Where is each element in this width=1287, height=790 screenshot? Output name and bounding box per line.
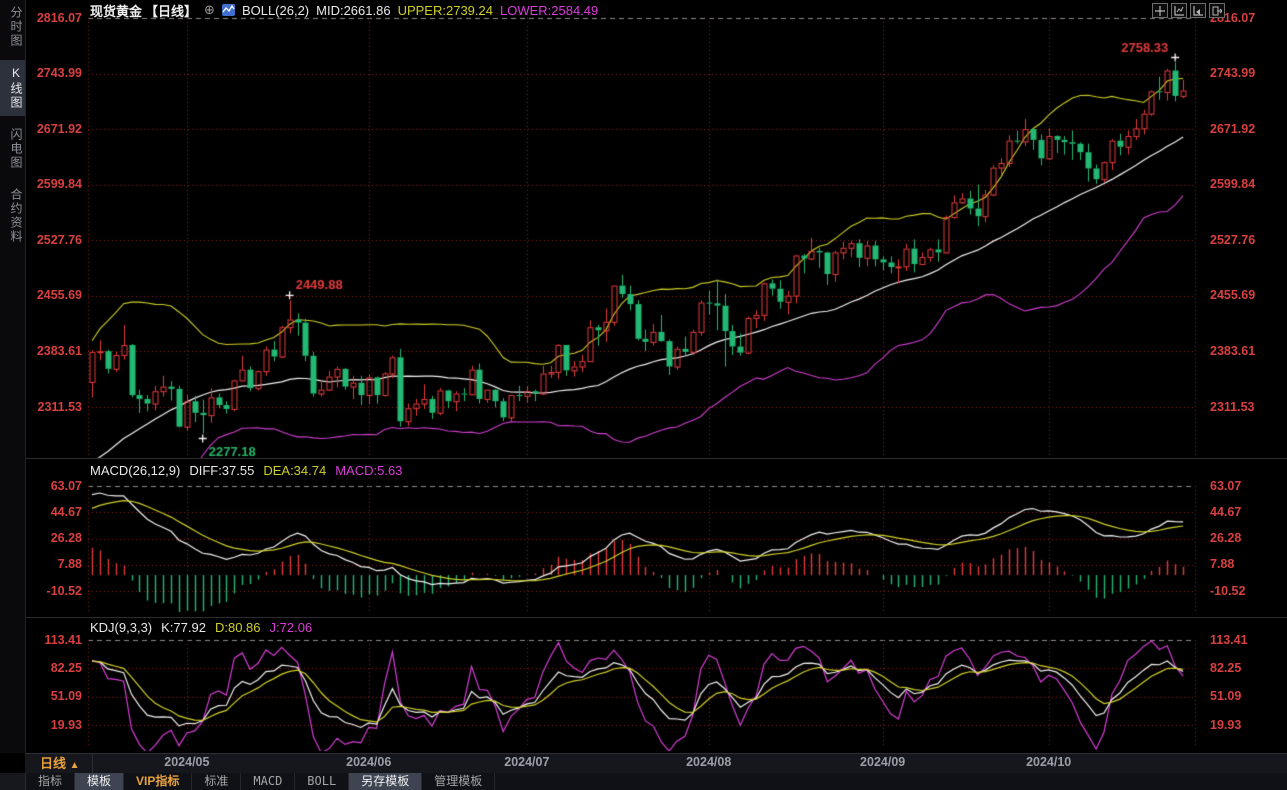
price-label: 2455.69 bbox=[36, 288, 82, 302]
kdj-axis-label: 51.09 bbox=[1210, 689, 1242, 703]
boll-label: BOLL(26,2) bbox=[241, 2, 310, 18]
macd-axis-label: 26.28 bbox=[50, 531, 82, 545]
left-sidebar: 分时图 K线图 闪电图 合约资料 bbox=[0, 0, 26, 753]
instrument-title: 现货黄金 bbox=[90, 3, 143, 19]
boll-chart-icon bbox=[221, 4, 235, 16]
exit-chart-icon[interactable] bbox=[1209, 3, 1225, 18]
chart-toolbar bbox=[1152, 3, 1225, 18]
macd-header: MACD(26,12,9) DIFF:37.55 DEA:34.74 MACD:… bbox=[90, 463, 402, 478]
sidebar-item-timeshare[interactable]: 分时图 bbox=[9, 6, 23, 48]
macd-label: MACD(26,12,9) bbox=[90, 463, 181, 478]
playback-icon[interactable] bbox=[1190, 3, 1206, 18]
period-label: 【日线】 bbox=[145, 3, 198, 19]
kdj-header: KDJ(9,3,3) K:77.92 D:80.86 J:72.06 bbox=[90, 620, 312, 635]
macd-axis-label: -10.52 bbox=[46, 584, 82, 598]
price-label: 2311.53 bbox=[37, 400, 83, 414]
price-label: 2743.99 bbox=[1210, 66, 1256, 80]
panel-divider bbox=[0, 458, 1287, 459]
sidebar-item-contract-info[interactable]: 合约资料 bbox=[9, 188, 23, 244]
kdj-j-value: J:72.06 bbox=[269, 620, 313, 635]
kdj-axis-label: 113.41 bbox=[44, 633, 82, 647]
indicator-settings-icon[interactable]: ⊕ bbox=[204, 2, 215, 17]
price-label: 2383.61 bbox=[36, 344, 82, 358]
chart-header: 现货黄金 【日线】 ⊕ BOLL(26,2) MID:2661.86 UPPER… bbox=[90, 2, 599, 19]
macd-value: MACD:5.63 bbox=[335, 463, 403, 478]
chart-canvas[interactable] bbox=[0, 0, 1287, 753]
kdj-axis-label: 113.41 bbox=[1210, 633, 1248, 647]
price-label: 2599.84 bbox=[36, 177, 82, 191]
macd-axis-label: 7.88 bbox=[1210, 557, 1235, 571]
tab-manage-templates[interactable]: 管理模板 bbox=[422, 773, 496, 790]
price-label: 2383.61 bbox=[1210, 344, 1256, 358]
kdj-d-value: D:80.86 bbox=[214, 620, 261, 635]
boll-mid-value: MID:2661.86 bbox=[316, 2, 391, 18]
tab-vip-indicators[interactable]: VIP指标 bbox=[124, 773, 193, 790]
tab-templates[interactable]: 模板 bbox=[75, 773, 125, 790]
tab-boll[interactable]: BOLL bbox=[295, 773, 350, 790]
sidebar-item-lightning[interactable]: 闪电图 bbox=[9, 128, 23, 170]
price-label: 2743.99 bbox=[36, 66, 82, 80]
price-label: 2816.07 bbox=[36, 11, 82, 25]
month-label: 2024/10 bbox=[1026, 755, 1072, 769]
kdj-label: KDJ(9,3,3) bbox=[90, 620, 153, 635]
price-label: 2455.69 bbox=[1210, 288, 1256, 302]
macd-axis-label: 63.07 bbox=[50, 479, 82, 493]
price-label: 2311.53 bbox=[1210, 400, 1255, 414]
kdj-axis-label: 19.93 bbox=[1210, 718, 1242, 732]
panel-divider bbox=[0, 617, 1287, 618]
price-label: 2671.92 bbox=[1210, 122, 1256, 136]
period-selector-label: 日线 bbox=[40, 756, 67, 771]
boll-upper-value: UPPER:2739.24 bbox=[397, 2, 493, 18]
kdj-axis-label: 19.93 bbox=[50, 718, 82, 732]
macd-axis-label: 7.88 bbox=[57, 557, 82, 571]
macd-axis-label: 44.67 bbox=[1210, 505, 1242, 519]
tab-indicators[interactable]: 指标 bbox=[26, 773, 76, 790]
period-selector-button[interactable]: 日线 ▲ bbox=[28, 754, 93, 773]
chevron-up-icon: ▲ bbox=[69, 760, 80, 771]
month-label: 2024/05 bbox=[164, 755, 210, 769]
toolbar-corner bbox=[0, 773, 26, 790]
kdj-axis-label: 82.25 bbox=[1210, 661, 1242, 675]
month-label: 2024/08 bbox=[686, 755, 732, 769]
tab-save-template[interactable]: 另存模板 bbox=[349, 773, 423, 790]
price-label: 2527.76 bbox=[36, 233, 82, 247]
macd-axis-label: -10.52 bbox=[1210, 584, 1246, 598]
month-label: 2024/07 bbox=[504, 755, 550, 769]
kdj-axis-label: 51.09 bbox=[50, 689, 82, 703]
tab-macd[interactable]: MACD bbox=[241, 773, 296, 790]
macd-dea-value: DEA:34.74 bbox=[263, 463, 327, 478]
sidebar-item-kline[interactable]: K线图 bbox=[0, 60, 25, 116]
crosshair-icon[interactable] bbox=[1152, 3, 1168, 18]
fit-chart-icon[interactable] bbox=[1171, 3, 1187, 18]
bottom-toolbar: 指标 模板 VIP指标 标准 MACD BOLL 另存模板 管理模板 bbox=[0, 773, 1287, 790]
macd-axis-label: 63.07 bbox=[1210, 479, 1242, 493]
price-label: 2527.76 bbox=[1210, 233, 1256, 247]
month-label: 2024/06 bbox=[346, 755, 392, 769]
price-label: 2671.92 bbox=[36, 122, 82, 136]
tab-standard[interactable]: 标准 bbox=[192, 773, 242, 790]
kdj-k-value: K:77.92 bbox=[161, 620, 206, 635]
date-axis-band: 日线 ▲ 2024/05 2024/06 2024/07 2024/08 202… bbox=[25, 753, 1287, 774]
macd-diff-value: DIFF:37.55 bbox=[189, 463, 255, 478]
month-label: 2024/09 bbox=[860, 755, 906, 769]
macd-axis-label: 44.67 bbox=[50, 505, 82, 519]
macd-axis-label: 26.28 bbox=[1210, 531, 1242, 545]
price-label: 2599.84 bbox=[1210, 177, 1256, 191]
kdj-axis-label: 82.25 bbox=[50, 661, 82, 675]
boll-lower-value: LOWER:2584.49 bbox=[499, 2, 599, 18]
